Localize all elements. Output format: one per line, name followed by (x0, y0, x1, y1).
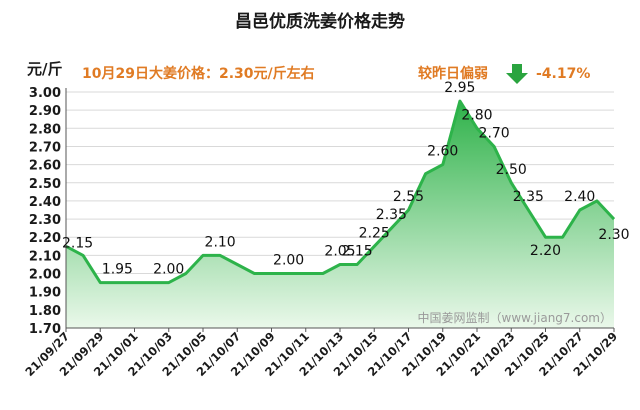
y-tick-label: 2.50 (29, 177, 61, 192)
y-tick-label: 2.80 (29, 122, 61, 137)
y-tick-label: 1.70 (29, 322, 61, 337)
y-tick-label: 2.30 (29, 213, 61, 228)
y-tick-label: 1.80 (29, 304, 61, 319)
data-label: 2.30 (598, 227, 629, 243)
data-label: 2.15 (342, 243, 373, 259)
data-label: 2.60 (427, 144, 458, 160)
data-label: 2.20 (530, 243, 561, 259)
y-axis-ticks: 1.70 1.80 1.90 2.00 2.10 2.20 2.30 2.40 2.50 2.60… (29, 86, 61, 337)
data-label: 2.00 (153, 262, 184, 278)
y-tick-label: 2.90 (29, 104, 61, 119)
trend-change: -4.17% (536, 66, 590, 82)
data-label: 2.55 (393, 189, 424, 205)
y-tick-label: 3.00 (29, 86, 61, 101)
data-label: 2.35 (376, 207, 407, 223)
chart-title: 昌邑优质洗姜价格走势 (235, 11, 405, 32)
y-axis-unit: 元/斤 (27, 60, 62, 78)
data-label: 2.05 (324, 243, 355, 259)
y-tick-label: 2.60 (29, 159, 61, 174)
y-tick-label: 1.90 (29, 286, 61, 301)
data-labels: 2.151.95 2.002.102.002.052.152.252.352.55… (62, 80, 630, 278)
y-tick-label: 2.20 (29, 231, 61, 246)
data-label: 2.25 (359, 225, 390, 241)
down-arrow-icon (506, 64, 528, 84)
data-label: 2.95 (444, 80, 475, 96)
data-label: 2.70 (479, 125, 510, 141)
data-label: 2.00 (273, 253, 304, 269)
y-tick-label: 2.40 (29, 195, 61, 210)
price-note: 10月29日大姜价格：2.30元/斤左右 (82, 65, 315, 82)
y-tick-label: 2.00 (29, 268, 61, 283)
data-label: 2.35 (513, 189, 544, 205)
price-area (66, 101, 614, 328)
y-tick-label: 2.70 (29, 140, 61, 155)
price-line (65, 99, 616, 285)
data-label: 2.10 (205, 234, 236, 250)
data-label: 2.15 (62, 235, 93, 251)
data-label: 2.50 (496, 162, 527, 178)
y-tick-label: 2.10 (29, 249, 61, 264)
x-axis-ticks: 21/09/2721/09/2921/10/0121/10/0321/10/05… (22, 328, 620, 379)
data-label: 2.40 (564, 189, 595, 205)
data-label: 2.80 (461, 107, 492, 123)
trend-label: 较昨日偏弱 (418, 65, 488, 82)
watermark: 中国姜网监制（www.jiang7.com） (418, 310, 612, 325)
data-label: 1.95 (102, 262, 133, 278)
